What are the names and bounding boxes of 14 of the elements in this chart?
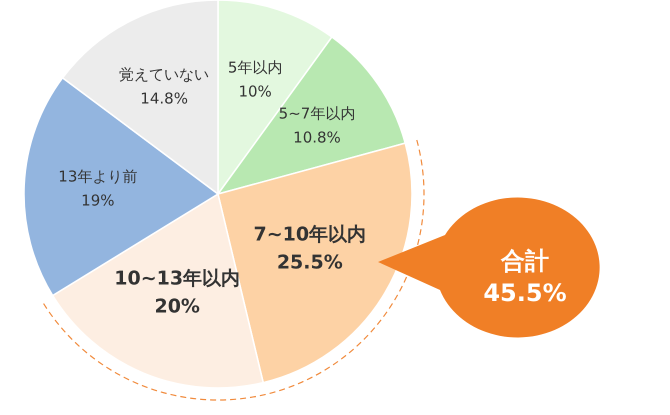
data-label: 14.8% <box>140 89 188 108</box>
slice-label: 覚えていない <box>119 65 210 84</box>
data-label: 25.5% <box>276 251 343 274</box>
text: 合計 <box>500 246 550 277</box>
slice-label: 10~13年以内 <box>114 268 240 290</box>
data-label: 20% <box>154 296 200 318</box>
text: 45.5% <box>482 278 568 309</box>
slice-label: 5~7年以内 <box>278 104 356 123</box>
slice-label: 7~10年以内 <box>253 223 366 246</box>
slice-label: 5年以内 <box>228 58 282 77</box>
data-label: 10.8% <box>293 128 341 147</box>
data-label: 19% <box>81 192 115 210</box>
data-label: 10% <box>238 82 272 101</box>
slice-label: 13年より前 <box>58 168 138 186</box>
